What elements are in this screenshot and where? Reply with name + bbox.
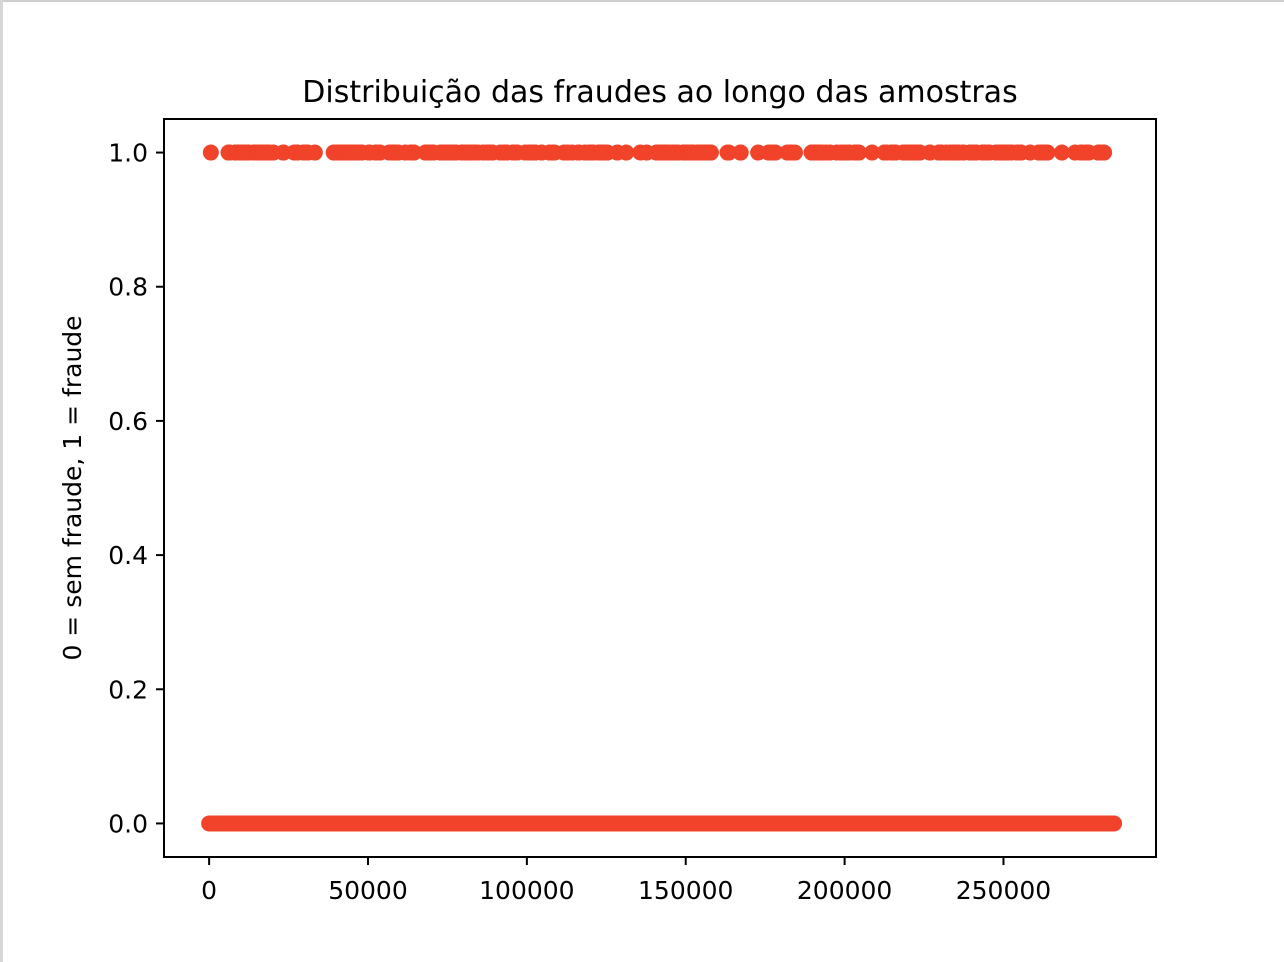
fraud-point [732,144,749,161]
fraud-point [202,144,219,161]
x-tick-label: 150000 [638,876,733,905]
y-tick-label: 0.6 [108,407,148,436]
plot-area [164,119,1156,857]
y-tick-label: 0.4 [108,541,148,570]
fraud-point [306,144,323,161]
fraud-point [786,144,803,161]
y-tick-label: 1.0 [108,139,148,168]
fraud-point [767,144,784,161]
fraud-point [1053,144,1070,161]
fraud-point [405,144,422,161]
y-tick-label: 0.0 [108,809,148,838]
fraud-point [864,144,881,161]
fraud-point [1039,144,1056,161]
window-left-edge [0,0,3,962]
axis-ticks-group: 0 50000 100000 150000 200000 250000 0.0 0.2 0.4 0… [108,139,1051,905]
fraud-point [720,144,737,161]
x-tick-label: 50000 [328,876,408,905]
axes-frame [163,118,1157,858]
fraud-point [618,144,635,161]
fraud-point [702,144,719,161]
x-tick-label: 100000 [479,876,574,905]
fraud-point [850,144,867,161]
fraud-point [1096,144,1113,161]
x-tick-label: 0 [201,876,217,905]
y-tick-label: 0.8 [108,273,148,302]
data-series-group [201,144,1123,832]
chart-title: Distribuição das fraudes ao longo das am… [302,75,1017,110]
x-tick-label: 200000 [797,876,892,905]
y-axis-label: 0 = sem fraude, 1 = fraude [58,315,87,660]
x-tick-label: 250000 [956,876,1051,905]
window-top-edge [0,0,1284,2]
y-tick-label: 0.2 [108,675,148,704]
